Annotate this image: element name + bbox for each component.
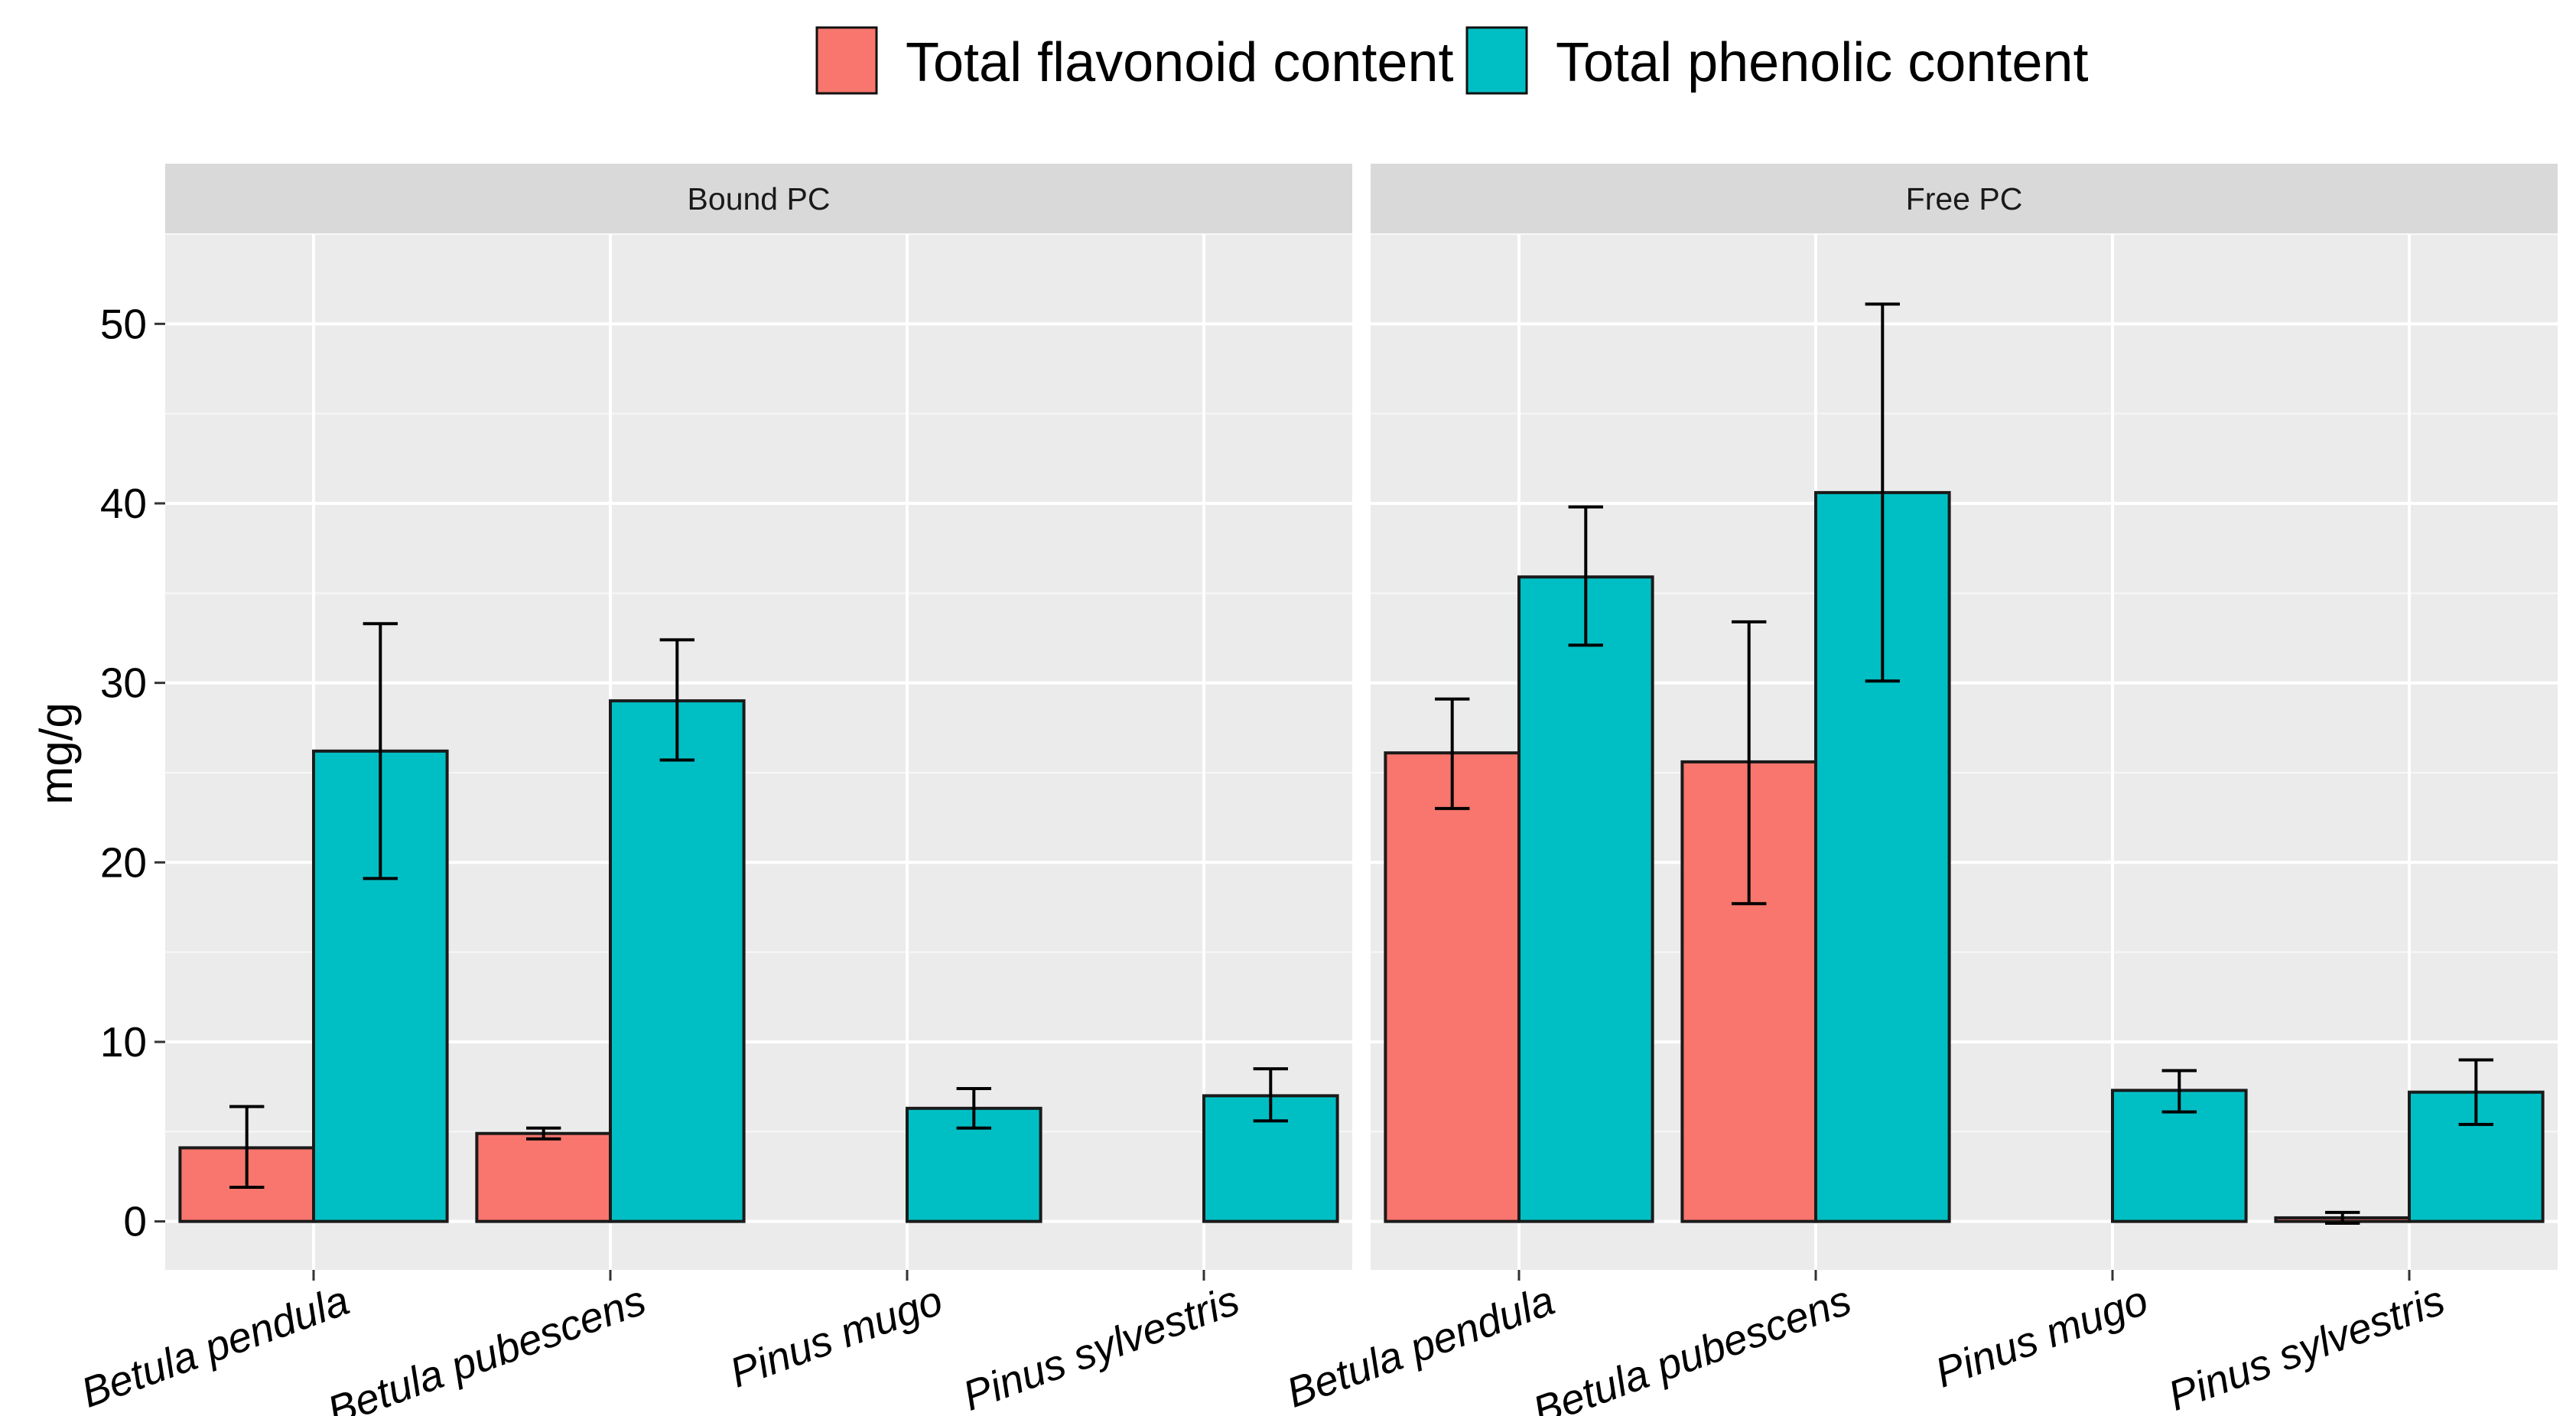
y-axis-title: mg/g	[31, 702, 82, 804]
legend-label-phenolic: Total phenolic content	[1556, 32, 2088, 93]
panel-strip-free: Free PC	[1371, 164, 2558, 234]
legend-label-flavonoid: Total flavonoid content	[906, 32, 1453, 93]
y-tick-label-20: 20	[100, 838, 147, 886]
y-tick-label-50: 50	[100, 300, 147, 347]
y-tick-label-40: 40	[100, 480, 147, 527]
panel-strip-bound: Bound PC	[165, 164, 1352, 234]
y-tick-label-0: 0	[123, 1198, 147, 1245]
bar	[2111, 1089, 2248, 1223]
y-tick-label-10: 10	[100, 1018, 147, 1066]
panel-title-free: Free PC	[1906, 181, 2023, 216]
legend-swatch-phenolic	[1465, 26, 1528, 95]
y-tick-label-30: 30	[100, 659, 147, 707]
panel-strip-free-bg	[1371, 164, 2558, 234]
bar	[475, 1131, 613, 1223]
panel-title-bound: Bound PC	[688, 181, 831, 216]
legend: Total flavonoid content Total phenolic c…	[815, 26, 2088, 95]
axis-ticks	[154, 322, 2411, 1281]
y-tick-labels: 0 10 20 30 40 50	[100, 300, 147, 1245]
grid-lines	[165, 233, 2558, 1270]
bars	[178, 302, 2545, 1225]
bar	[1517, 575, 1654, 1223]
panel-strip-bound-bg	[165, 164, 1352, 234]
bar	[1384, 751, 1521, 1223]
bar	[609, 699, 746, 1223]
legend-swatch-flavonoid	[815, 26, 878, 95]
